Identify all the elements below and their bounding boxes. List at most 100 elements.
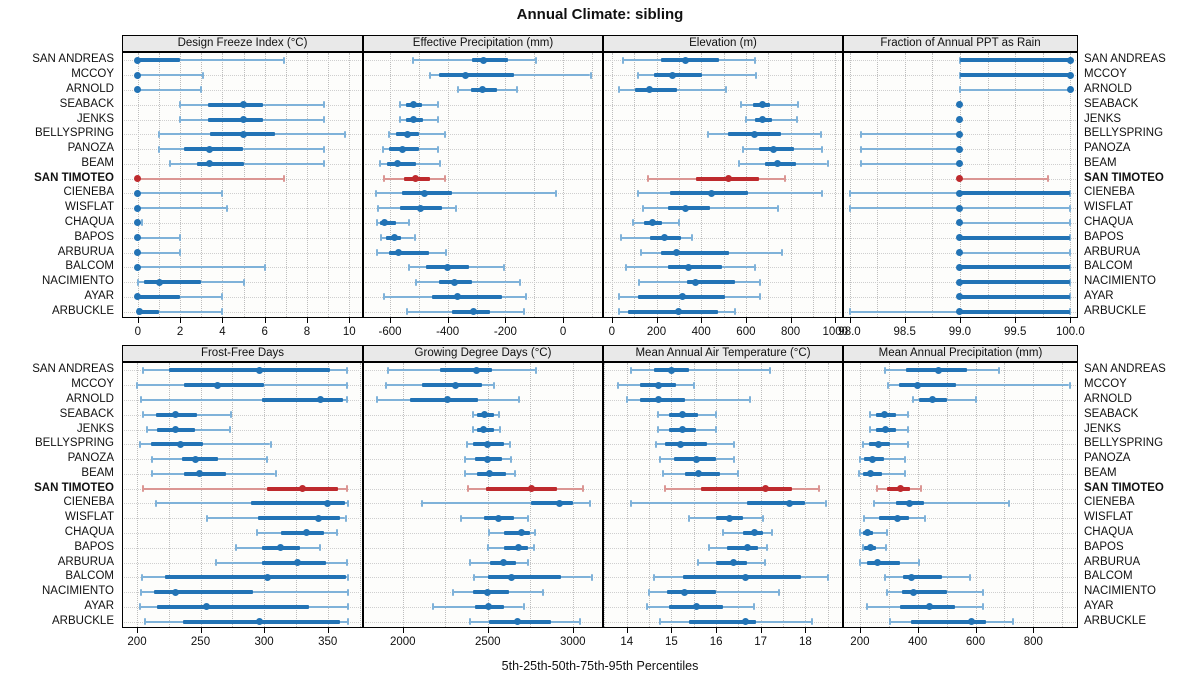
median-dot <box>750 529 758 537</box>
whisker-cap-high <box>759 293 762 301</box>
interval-5-95 <box>631 502 826 505</box>
interval-25-75 <box>439 73 514 78</box>
whisker-cap-low <box>861 440 864 448</box>
whisker-cap-low <box>465 440 468 448</box>
median-dot <box>277 544 285 552</box>
whisker-cap-low <box>657 426 659 433</box>
station-label-left-nacimiento: NACIMIENTO <box>42 585 114 598</box>
whisker-cap-high <box>755 71 757 79</box>
whisker-cap-low <box>848 204 851 212</box>
whisker-cap-low <box>887 381 890 389</box>
interval-5-95 <box>137 236 181 239</box>
station-label-left-ayar: AYAR <box>84 289 114 302</box>
interval-25-75 <box>689 619 757 624</box>
whisker-cap-high <box>225 204 228 212</box>
axis-tick <box>859 628 861 633</box>
whisker-cap-high <box>221 189 224 197</box>
whisker-cap-low <box>688 514 691 522</box>
whisker-cap-low <box>619 234 622 242</box>
interval-25-75 <box>184 147 244 152</box>
interval-5-95 <box>137 251 181 254</box>
station-label-right-panoza: PANOZA <box>1084 452 1131 465</box>
station-label-left-seaback: SEABACK <box>59 407 114 420</box>
median-dot <box>203 603 211 611</box>
whisker-cap-high <box>753 263 756 271</box>
whisker-cap-high <box>766 544 769 552</box>
axis-tick-label: -600 <box>378 326 402 338</box>
whisker-cap-low <box>636 189 639 197</box>
whisker-cap-low <box>143 618 146 626</box>
axis-tick-label: 0 <box>559 326 567 338</box>
whisker-cap-high <box>526 559 529 566</box>
row-guide <box>124 414 361 416</box>
station-label-left-panoza: PANOZA <box>67 452 114 465</box>
interval-25-75 <box>165 575 346 580</box>
median-dot <box>1066 56 1074 64</box>
median-dot <box>692 603 700 611</box>
gridline <box>946 363 948 627</box>
station-label-right-bellyspring: BELLYSPRING <box>1084 437 1164 450</box>
median-dot <box>773 160 781 168</box>
median-dot <box>676 440 684 448</box>
whisker-cap-high <box>886 529 889 537</box>
strip-mean-annual-air-temperature-c: Mean Annual Air Temperature (°C) <box>603 345 843 362</box>
station-label-right-arnold: ARNOLD <box>1084 82 1132 95</box>
whisker-cap-high <box>777 588 780 596</box>
interval-5-95 <box>959 221 1071 224</box>
axis-tick <box>200 628 202 633</box>
whisker-cap-high <box>784 175 786 183</box>
median-dot <box>500 559 508 566</box>
whisker-cap-high <box>1069 308 1072 316</box>
median-dot <box>393 160 401 168</box>
whisker-cap-low <box>883 573 886 581</box>
whisker-cap-high <box>768 366 771 374</box>
median-dot <box>925 603 933 611</box>
median-dot <box>894 514 901 522</box>
whisker-cap-high <box>345 396 348 404</box>
axis-tick-label: -400 <box>436 326 460 338</box>
axis-tick <box>402 628 404 633</box>
interval-25-75 <box>280 530 324 535</box>
gridline <box>445 363 447 627</box>
median-dot <box>421 189 429 197</box>
whisker-cap-high <box>1069 278 1072 286</box>
median-dot <box>682 204 690 212</box>
axis-tick-label: 3000 <box>560 636 586 648</box>
interval-25-75 <box>959 58 1071 63</box>
panel-mean-annual-air-temperature-c <box>603 362 843 628</box>
gridline <box>812 53 814 317</box>
median-dot <box>660 234 668 242</box>
interval-25-75 <box>137 309 159 314</box>
whisker-cap-low <box>637 278 640 286</box>
whisker-cap-low <box>214 559 217 566</box>
whisker-cap-low <box>625 263 628 271</box>
median-dot <box>454 293 462 301</box>
station-label-right-mccoy: MCCOY <box>1084 378 1127 391</box>
interval-25-75 <box>137 294 181 299</box>
axis-tick-label: 200 <box>127 636 147 648</box>
interval-25-75 <box>257 516 341 521</box>
whisker-cap-low <box>869 426 871 433</box>
median-dot <box>1066 86 1074 94</box>
whisker-cap-low <box>467 485 470 493</box>
station-label-left-arbuckle: ARBUCKLE <box>52 304 114 317</box>
median-dot <box>694 470 702 478</box>
row-guide <box>365 104 601 106</box>
median-dot <box>956 204 964 212</box>
interval-25-75 <box>387 161 416 166</box>
axis-tick-label: 16 <box>709 636 723 648</box>
whisker-cap-low <box>376 249 378 256</box>
median-dot <box>905 499 913 507</box>
whisker-cap-low <box>876 485 879 493</box>
median-dot <box>869 455 877 463</box>
interval-25-75 <box>184 471 226 476</box>
axis-tick-label: 2000 <box>390 636 416 648</box>
axis-tick-label: 600 <box>736 326 756 338</box>
whisker-cap-low <box>659 455 662 463</box>
whisker-cap-high <box>590 573 593 581</box>
whisker-cap-low <box>636 71 639 79</box>
station-label-left-san-timoteo: SAN TIMOTEO <box>34 171 114 184</box>
row-guide <box>605 385 841 387</box>
gridline <box>917 363 919 627</box>
median-dot <box>485 603 493 611</box>
